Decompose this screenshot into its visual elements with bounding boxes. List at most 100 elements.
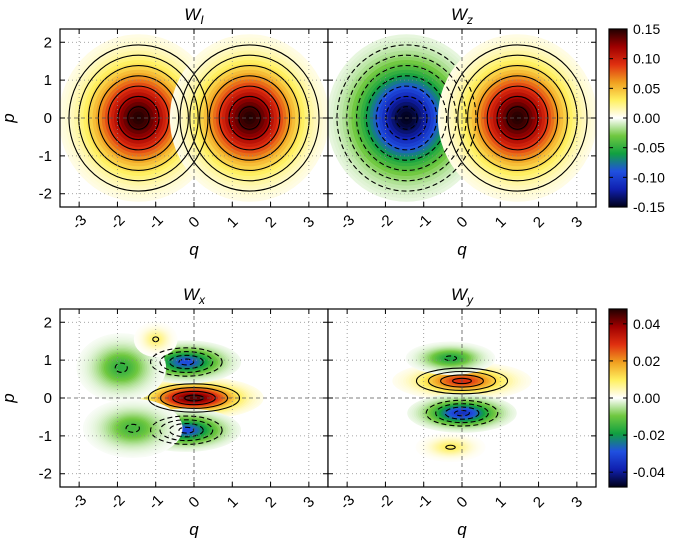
- grid: [60, 29, 328, 207]
- grid: [328, 29, 596, 207]
- y-axis-label: p: [0, 393, 18, 403]
- x-tick-label: -3: [337, 492, 358, 513]
- panel-title: Wx: [183, 285, 206, 307]
- x-tick-label: -2: [107, 212, 128, 233]
- panel-title-main: W: [451, 285, 469, 304]
- x-tick-label: -3: [69, 492, 90, 513]
- colorbar-tick-label: 0.10: [633, 51, 660, 67]
- x-axis-label: q: [189, 520, 199, 538]
- colorbar-tick-label: 0.15: [633, 21, 660, 37]
- field-ring: [130, 427, 135, 430]
- field-blob-4: [415, 432, 486, 463]
- contour-line: [168, 354, 204, 370]
- colorbar-tick-label: 0.05: [633, 80, 660, 96]
- x-tick-label: 1: [492, 213, 510, 231]
- colorbar-1: 0.15 0.10 0.05 0.00 -0.05 -0.10 -0.15: [608, 21, 665, 215]
- panel-title: Wy: [451, 285, 474, 307]
- contour-line: [445, 444, 456, 450]
- contour-group-4: [445, 444, 456, 450]
- field-layer: [60, 34, 328, 202]
- x-axis-label: q: [457, 520, 467, 538]
- x-tick-label: -2: [375, 492, 396, 513]
- x-axis-label: q: [189, 240, 199, 259]
- x-tick-label: 3: [568, 213, 586, 231]
- x-tick-label: 2: [530, 493, 548, 511]
- x-tick-label: -1: [145, 212, 166, 233]
- field-ring: [154, 338, 157, 340]
- x-tick-label: 3: [300, 493, 318, 511]
- grid: [60, 309, 328, 487]
- x-tick-label: 3: [568, 493, 586, 511]
- colorbar-tick-label: 0.00: [633, 390, 660, 406]
- colorbar-tick-label: -0.15: [633, 199, 665, 215]
- x-tick-label: -1: [145, 492, 166, 513]
- x-tick-label: 1: [492, 493, 510, 511]
- panel-title-sub: x: [198, 293, 206, 307]
- x-tick-label: 2: [530, 213, 548, 231]
- field-ring: [119, 366, 123, 370]
- x-tick-label: 0: [185, 213, 203, 231]
- panel-title-sub: z: [466, 13, 473, 27]
- panel-title: Wz: [451, 5, 473, 27]
- field-ring: [184, 361, 189, 363]
- field-blob-2: [169, 34, 328, 202]
- contour-line: [149, 415, 223, 445]
- panel-title-main: W: [451, 5, 469, 24]
- y-tick-label: 0: [44, 390, 52, 407]
- contour-line: [159, 419, 214, 442]
- contour-line: [452, 377, 472, 385]
- contour-line: [443, 355, 458, 362]
- field-ring: [449, 446, 452, 448]
- contour-line: [127, 106, 150, 130]
- x-tick-label: 1: [224, 213, 242, 231]
- y-tick-label: -1: [39, 428, 52, 445]
- x-tick-label: 3: [300, 213, 318, 231]
- contour-group-5: [125, 423, 140, 433]
- y-tick-label: 1: [44, 352, 52, 369]
- heatmap-panel-3: -3 -2 -1 0 1 2 3 2 1 0 -1 -2 Wx q p: [0, 285, 329, 538]
- y-axis-label: p: [0, 113, 18, 123]
- x-tick-label: 1: [224, 493, 242, 511]
- colorbar-tick-label: -0.04: [633, 464, 665, 480]
- contour-line: [395, 106, 418, 130]
- x-tick-label: -3: [337, 212, 358, 233]
- panel-title-main: W: [183, 285, 201, 304]
- field-blob-6: [133, 321, 178, 358]
- contour-line: [149, 347, 223, 377]
- panel-title-sub: y: [466, 293, 474, 307]
- contour-group-3: [443, 355, 458, 362]
- grid: [328, 309, 596, 487]
- contour-line: [168, 422, 204, 438]
- colorbar-tick-label: 0.04: [633, 316, 660, 332]
- x-axis-label: q: [457, 240, 467, 259]
- contour-line: [427, 370, 497, 391]
- colorbar-tick-label: -0.10: [633, 169, 665, 185]
- colorbar-tick-label: -0.05: [633, 140, 665, 156]
- field-ring: [459, 412, 465, 414]
- x-tick-label: -3: [69, 212, 90, 233]
- y-tick-label: 0: [44, 110, 52, 127]
- field-ring: [184, 429, 189, 432]
- colorbar-tick-label: 0.00: [633, 110, 660, 126]
- y-tick-label: -2: [39, 186, 52, 203]
- contour-group-4: [114, 362, 128, 373]
- contour-line: [125, 423, 140, 433]
- colorbar-tick-label: -0.02: [633, 427, 665, 443]
- contour-line: [159, 351, 214, 373]
- x-tick-label: -2: [107, 492, 128, 513]
- panel-title: WI: [184, 5, 204, 27]
- contour-line: [147, 383, 241, 413]
- contour-line: [114, 362, 128, 373]
- x-tick-label: 2: [262, 213, 280, 231]
- y-tick-label: 2: [44, 34, 52, 51]
- panel-title-main: W: [184, 5, 202, 24]
- x-tick-label: 0: [453, 493, 471, 511]
- y-tick-label: 2: [44, 314, 52, 331]
- heatmap-panel-4: -3 -2 -1 0 1 2 3 Wy q: [327, 285, 597, 538]
- colorbar-2: 0.04 0.02 0.00 -0.02 -0.04: [608, 308, 665, 488]
- colorbar-tick-label: 0.02: [633, 353, 660, 369]
- x-tick-label: 0: [453, 213, 471, 231]
- panel-title-sub: I: [200, 13, 204, 27]
